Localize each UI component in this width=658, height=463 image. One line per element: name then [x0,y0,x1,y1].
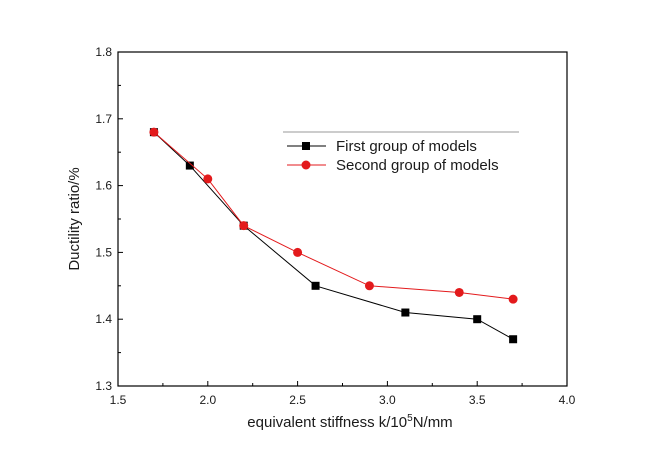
series-group [149,127,518,344]
y-axis-label: Ductility ratio/% [66,167,83,270]
series-1-point [185,161,194,170]
x-axis: 1.5 2.0 2.5 3.0 3.5 4.0 [110,381,576,407]
series-1-point [401,308,410,317]
series-1-point [311,281,320,290]
series-2-point [203,174,213,184]
x-tick-label: 2.5 [289,393,306,407]
series-1-point [473,315,482,324]
x-axis-label-main: equivalent stiffness k/10 [247,414,407,431]
y-tick-label: 1.3 [95,379,112,393]
legend-label-series-2: Second group of models [336,157,499,174]
series-2-point [454,287,464,297]
legend-marker-series-2 [301,160,311,170]
y-tick-label: 1.8 [95,45,112,59]
x-axis-label: equivalent stiffness k/105N/mm [247,413,452,431]
x-axis-label-superscript: 5 [407,413,413,424]
plot-area [117,51,568,387]
x-tick-label: 2.0 [199,393,216,407]
series-2-point [149,127,159,137]
legend: First group of models Second group of mo… [283,131,519,174]
series-2-point [293,247,303,257]
series-2 [149,127,518,304]
y-tick-label: 1.6 [95,179,112,193]
series-2-point [364,281,374,291]
legend-marker-series-1 [302,142,310,150]
x-axis-label-unit: N/mm [413,414,453,431]
legend-label-series-1: First group of models [336,138,477,155]
y-tick-label: 1.4 [95,312,112,326]
x-tick-label: 1.5 [110,393,127,407]
y-tick-label: 1.7 [95,112,112,126]
x-tick-label: 3.0 [379,393,396,407]
series-1-point [509,335,518,344]
x-tick-label: 4.0 [559,393,576,407]
x-tick-label: 3.5 [469,393,486,407]
y-tick-label: 1.5 [95,245,112,259]
series-2-point [508,294,518,304]
y-axis: 1.3 1.4 1.5 1.6 1.7 1.8 [95,45,123,393]
series-2-point [239,221,249,231]
